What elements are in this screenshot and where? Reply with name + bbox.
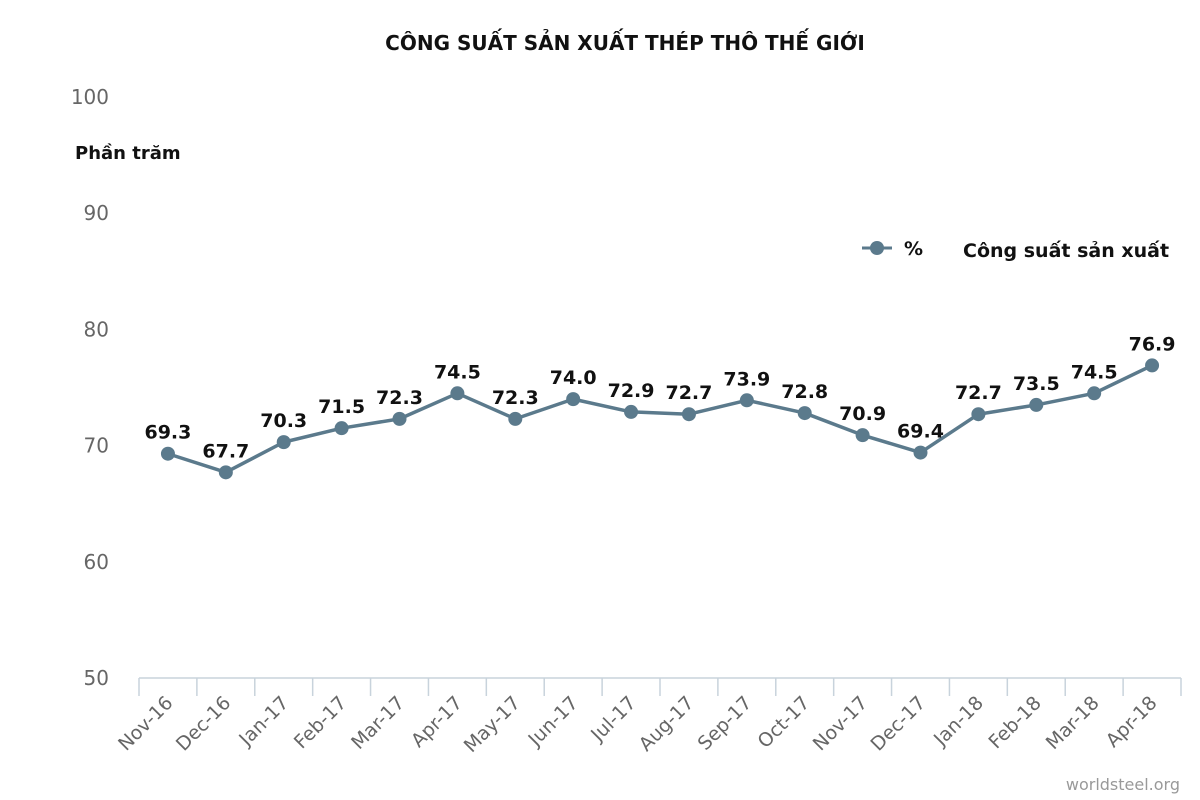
- series-layer: 69.3 67.7 70.3 71.5 72.3 74.5 72.3 74.0 72.9 72.7…: [144, 333, 1176, 480]
- legend-dot-marker: [870, 241, 884, 255]
- x-tick-label: Apr-18: [1102, 692, 1162, 752]
- chart-title: CÔNG SUẤT SẢN XUẤT THÉP THÔ THẾ GIỚI: [385, 29, 865, 55]
- data-label: 70.3: [260, 410, 307, 432]
- data-label: 73.5: [1013, 373, 1060, 395]
- y-axis-ticks: 50 60 70 80 90 100: [71, 85, 109, 690]
- data-label: 72.7: [665, 382, 712, 404]
- data-point: [624, 404, 639, 419]
- x-tick-label: Mar-18: [1042, 692, 1104, 754]
- data-point: [855, 428, 870, 443]
- x-tick-label: Feb-18: [985, 692, 1046, 753]
- data-label: 72.8: [781, 381, 828, 403]
- data-label: 72.3: [492, 387, 539, 409]
- data-point: [681, 407, 696, 422]
- y-tick-label: 50: [84, 666, 109, 690]
- data-label: 74.0: [550, 367, 597, 389]
- legend: % Công suất sản xuất: [862, 238, 1169, 262]
- data-label: 74.5: [1071, 361, 1118, 383]
- y-tick-label: 100: [71, 85, 109, 109]
- x-tick-label: Aug-17: [635, 692, 699, 756]
- x-tick-label: Jul-17: [586, 692, 640, 746]
- data-label: 69.4: [897, 421, 944, 443]
- data-label: 72.7: [955, 382, 1002, 404]
- data-point: [334, 421, 349, 436]
- data-label: 69.3: [144, 422, 191, 444]
- x-tick-label: May-17: [460, 692, 525, 757]
- source-label: worldsteel.org: [1066, 775, 1180, 794]
- data-point: [971, 407, 986, 422]
- x-tick-label: Sep-17: [694, 692, 757, 755]
- data-label: 72.3: [376, 387, 423, 409]
- data-label: 71.5: [318, 396, 365, 418]
- data-label: 67.7: [202, 440, 249, 462]
- data-label: 70.9: [839, 403, 886, 425]
- legend-series-name: %: [904, 238, 923, 260]
- data-point: [566, 392, 581, 407]
- data-label: 76.9: [1129, 333, 1176, 355]
- data-point: [797, 406, 812, 421]
- data-label: 72.9: [608, 380, 655, 402]
- x-tick-label: Jan-17: [234, 692, 293, 751]
- x-tick-label: Jan-18: [929, 692, 988, 751]
- series-line: [167, 363, 1153, 475]
- y-axis-label: Phần trăm: [75, 143, 181, 164]
- x-tick-label: Nov-17: [809, 692, 872, 755]
- x-tick-label: Oct-17: [754, 692, 815, 753]
- data-point: [450, 386, 465, 401]
- data-point: [276, 435, 291, 450]
- data-point: [739, 393, 754, 408]
- data-point: [160, 446, 175, 461]
- x-tick-label: Feb-17: [290, 692, 351, 753]
- y-tick-label: 60: [84, 550, 109, 574]
- x-tick-label: Mar-17: [347, 692, 409, 754]
- x-tick-label: Jun-17: [523, 692, 582, 751]
- x-tick-label: Apr-17: [407, 692, 467, 752]
- data-point: [218, 465, 233, 480]
- y-tick-label: 90: [84, 201, 109, 225]
- data-label: 73.9: [723, 368, 770, 390]
- y-tick-label: 70: [84, 434, 109, 458]
- data-label: 74.5: [434, 361, 481, 383]
- x-tick-label: Nov-16: [114, 692, 177, 755]
- legend-note: Công suất sản xuất: [963, 239, 1169, 262]
- data-point: [1029, 397, 1044, 412]
- x-tick-label: Dec-17: [867, 692, 931, 756]
- data-point: [508, 411, 523, 426]
- data-point: [913, 445, 928, 460]
- data-point: [392, 411, 407, 426]
- y-tick-label: 80: [84, 317, 109, 341]
- x-tick-label: Dec-16: [172, 692, 236, 756]
- data-point: [1087, 386, 1102, 401]
- data-point: [1145, 358, 1160, 373]
